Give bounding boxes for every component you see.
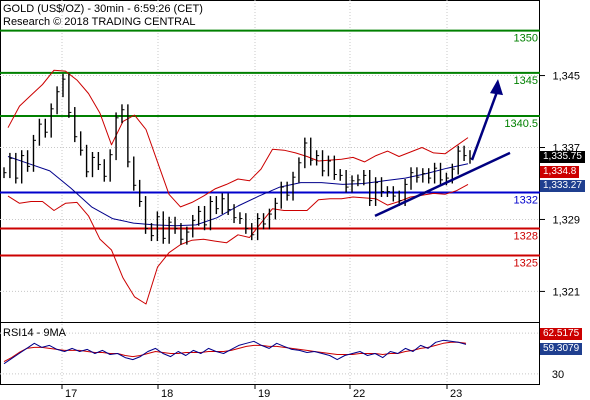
- x-tick-label: 18: [161, 388, 173, 400]
- rsi-ma-tag: 62.5175: [540, 328, 583, 340]
- series-layer: [3, 69, 473, 365]
- y-tick-label: 1,321: [552, 286, 580, 298]
- y-tick-label: 1,329: [552, 214, 580, 226]
- projection-arrow-head: [490, 79, 503, 96]
- upper-bollinger-band: [7, 69, 469, 208]
- band-value-tag: 1,334.8: [540, 166, 580, 178]
- ma-value-tag: 1,333.27: [540, 180, 585, 192]
- last-price-tag: 1,335.75: [540, 151, 585, 163]
- x-tick-label: 19: [258, 388, 270, 400]
- lower-bollinger-band: [7, 183, 469, 305]
- chart-subtitle: Research © 2018 TRADING CENTRAL: [3, 16, 196, 28]
- level-label: 1332: [514, 194, 538, 206]
- rsi-ma-line: [3, 341, 467, 363]
- chart-title: GOLD (US$/OZ) - 30min - 6:59:26 (CET): [3, 3, 203, 15]
- level-label: 1350: [514, 33, 538, 45]
- rsi-title: RSI14 - 9MA: [3, 327, 67, 339]
- rsi-panel: [0, 322, 540, 385]
- x-tick-label: 23: [450, 388, 462, 400]
- x-tick-label: 17: [65, 388, 77, 400]
- y-tick-label: 1,345: [552, 71, 580, 83]
- level-label: 1340.5: [504, 118, 538, 130]
- annotations: [374, 79, 511, 217]
- trendline: [374, 151, 511, 217]
- rsi-line: [3, 339, 467, 365]
- moving-average-line: [7, 156, 469, 227]
- axis-labels: 17181922231,3211,3291,3371,3457030RSI14 …: [3, 71, 580, 400]
- rsi-value-tag: 59.3079: [540, 343, 583, 355]
- x-tick-label: 22: [353, 388, 365, 400]
- rsi-tick-label: 30: [552, 369, 564, 381]
- level-label: 1345: [514, 75, 538, 87]
- level-label: 1325: [514, 257, 538, 269]
- level-label: 1328: [514, 230, 538, 242]
- main-panel: [0, 0, 540, 323]
- projection-arrow-shaft: [470, 88, 500, 161]
